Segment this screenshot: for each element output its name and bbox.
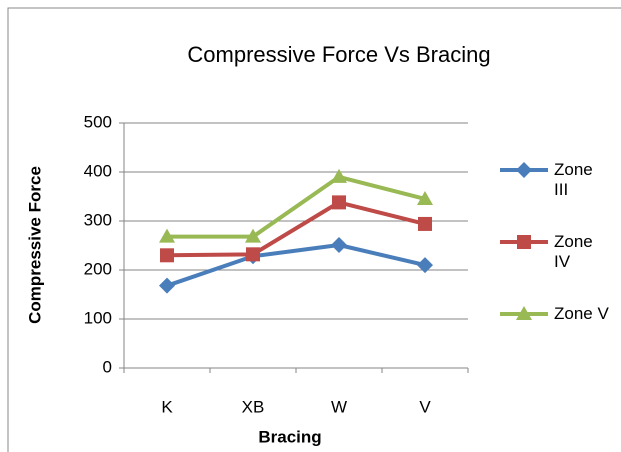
marker xyxy=(331,168,347,183)
y-tick-label: 0 xyxy=(103,357,112,376)
marker xyxy=(160,248,174,263)
marker xyxy=(159,277,175,294)
x-axis-label: Bracing xyxy=(258,427,321,446)
legend-label: Zone III xyxy=(554,160,593,199)
marker xyxy=(418,216,432,231)
y-tick-label: 200 xyxy=(84,259,112,278)
x-tick-label: W xyxy=(331,397,347,416)
legend-label: Zone V xyxy=(554,304,609,323)
y-tick-label: 300 xyxy=(84,210,112,229)
series-line xyxy=(166,200,426,258)
chart-border xyxy=(7,7,621,452)
y-axis-label: Compressive Force xyxy=(25,166,44,324)
y-tick-label: 400 xyxy=(84,161,112,180)
marker xyxy=(332,195,346,210)
marker xyxy=(516,162,532,178)
legend-label: Zone IV xyxy=(554,232,593,271)
legend-item: Zone V xyxy=(554,304,609,323)
marker xyxy=(417,257,433,274)
marker xyxy=(331,237,347,254)
marker xyxy=(245,228,261,243)
x-tick-label: K xyxy=(161,397,173,416)
marker xyxy=(159,228,175,243)
marker xyxy=(517,235,531,249)
series-line xyxy=(166,243,426,288)
marker xyxy=(417,190,433,205)
legend-item: Zone IV xyxy=(554,232,593,271)
legend-item: Zone III xyxy=(554,160,593,199)
marker xyxy=(516,306,532,320)
marker xyxy=(246,247,260,262)
series-line xyxy=(167,174,426,239)
x-tick-label: XB xyxy=(242,397,265,416)
chart-title: Compressive Force Vs Bracing xyxy=(187,42,490,67)
y-tick-label: 500 xyxy=(84,112,112,131)
x-tick-label: V xyxy=(419,397,431,416)
y-tick-label: 100 xyxy=(84,308,112,327)
